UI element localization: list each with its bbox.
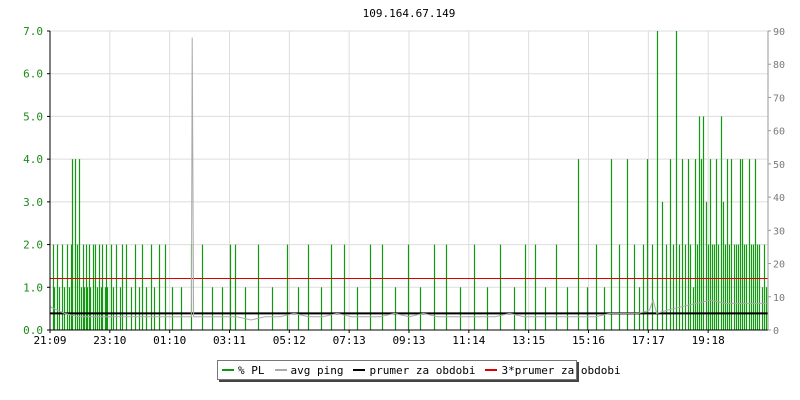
y-left-tick-label: 5.0: [23, 110, 43, 123]
y-left-tick-label: 1.0: [23, 281, 43, 294]
y-left-tick-label: 6.0: [23, 68, 43, 81]
x-tick-label: 17:17: [632, 334, 665, 347]
legend-item-pl: % PL: [222, 364, 265, 377]
x-tick-label: 07:13: [333, 334, 366, 347]
y-right-tick-label: 60: [773, 127, 785, 138]
legend-item-3avg: 3*prumer za obdobi: [485, 363, 621, 377]
y-right-tick-label: 40: [773, 193, 785, 204]
ping-series: [49, 37, 768, 321]
y-right-tick-label: 70: [773, 93, 785, 104]
legend-swatch-ping: [274, 369, 287, 371]
x-tick-label: 19:18: [692, 334, 725, 347]
legend-label-3avg: 3*prumer za obdobi: [501, 363, 621, 377]
y-right-tick-label: 90: [773, 27, 785, 38]
legend-label-pl: % PL: [238, 363, 265, 377]
legend-label-avg: prumer za obdobi: [369, 363, 476, 377]
legend-item-ping: avg ping: [274, 363, 344, 377]
tick-labels: 0.0 1.0 2.0 3.0 4.0 5.0 6.0 7.0 0 10 20 30 40 50 60 70 8…: [23, 25, 785, 347]
x-tick-label: 01:10: [153, 334, 186, 347]
y-left-tick-label: 3.0: [23, 196, 43, 209]
average-lines: [50, 278, 768, 315]
legend-label-ping: avg ping: [290, 363, 344, 377]
y-right-tick-label: 50: [773, 160, 785, 171]
x-tick-label: 11:14: [452, 334, 485, 347]
y-right-tick-label: 80: [773, 60, 785, 71]
x-tick-label: 13:15: [512, 334, 545, 347]
y-right-tick-label: 0: [773, 326, 779, 337]
legend-swatch-pl: [222, 369, 234, 371]
y-right-tick-label: 10: [773, 293, 785, 304]
x-tick-label: 09:13: [392, 334, 425, 347]
legend-swatch-3avg: [485, 369, 498, 371]
x-tick-label: 03:11: [213, 334, 246, 347]
y-right-tick-label: 30: [773, 226, 785, 237]
legend-swatch-avg: [353, 369, 366, 371]
x-tick-label: 23:10: [93, 334, 126, 347]
legend: % PL avg ping prumer za obdobi 3*prumer …: [217, 360, 621, 380]
legend-item-avg: prumer za obdobi: [353, 364, 475, 377]
pl-series: [52, 31, 768, 330]
x-tick-label: 15:16: [572, 334, 605, 347]
y-left-tick-label: 4.0: [23, 153, 43, 166]
ping-line: [49, 37, 768, 321]
y-left-tick-label: 2.0: [23, 239, 43, 252]
x-tick-label: 21:09: [33, 334, 66, 347]
y-right-tick-label: 20: [773, 260, 785, 271]
y-left-tick-label: 0.0: [23, 324, 43, 337]
y-left-tick-label: 7.0: [23, 25, 43, 38]
chart-title: 109.164.67.149: [363, 7, 456, 20]
x-tick-label: 05:12: [273, 334, 306, 347]
